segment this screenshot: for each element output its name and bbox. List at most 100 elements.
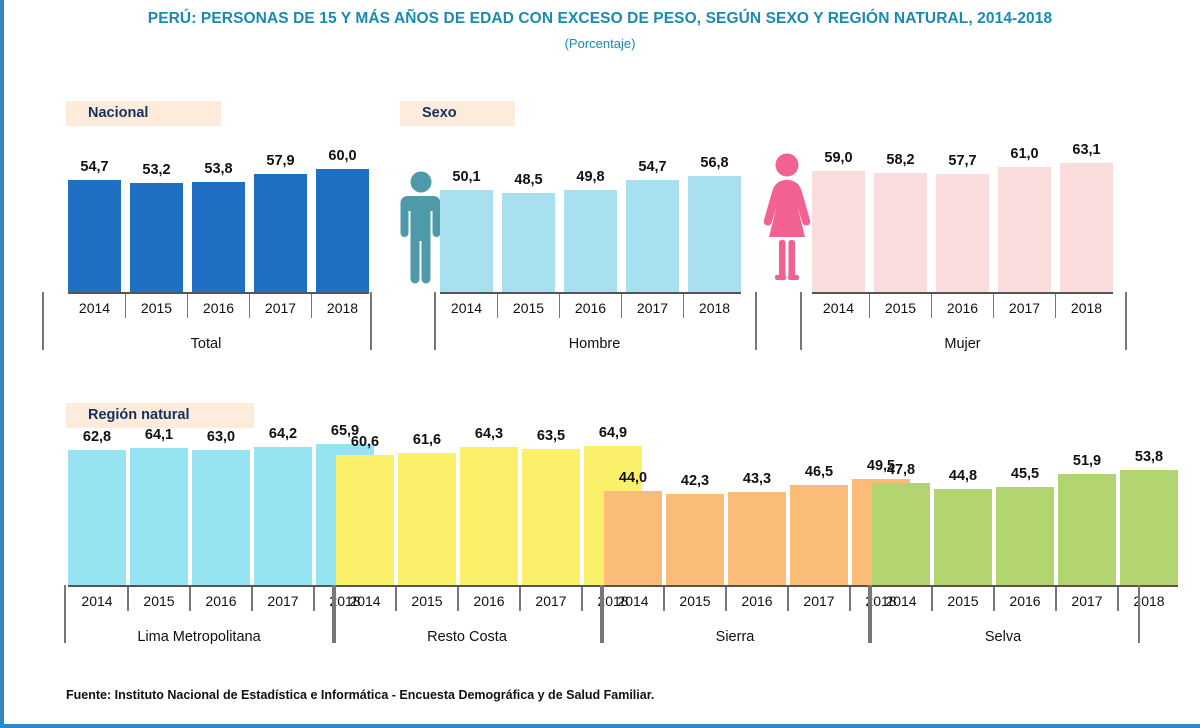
bar	[130, 183, 183, 292]
axis-tick	[992, 294, 995, 318]
male-figure-icon	[398, 170, 444, 293]
group-label: Sierra	[715, 629, 755, 645]
bar	[254, 174, 307, 292]
axis-year-label: 2018	[326, 300, 359, 316]
axis-year-label: 2016	[202, 300, 235, 316]
bar	[192, 450, 250, 585]
bar-value-label: 49,8	[576, 169, 605, 185]
bar-value-label: 43,3	[742, 471, 772, 487]
bar	[666, 494, 724, 585]
group-label: Hombre	[568, 336, 621, 352]
axis-tick	[186, 294, 189, 318]
axis-tick	[189, 587, 191, 611]
source-note: Fuente: Instituto Nacional de Estadístic…	[66, 688, 655, 702]
bar-value-label: 57,9	[266, 153, 295, 169]
axis-year-label: 2015	[679, 593, 711, 609]
bar-value-label: 53,8	[1134, 449, 1164, 465]
axis-year-label: 2017	[1008, 300, 1041, 316]
bar	[336, 455, 394, 585]
axis-tick	[251, 587, 253, 611]
group-label: Selva	[984, 629, 1022, 645]
bar	[998, 167, 1051, 292]
axis-tick	[1054, 294, 1057, 318]
group-label: Mujer	[944, 336, 981, 352]
bar	[934, 489, 992, 585]
group-separator	[755, 292, 757, 350]
axis-tick	[868, 294, 871, 318]
bar-value-label: 60,6	[350, 434, 380, 450]
axis-tick	[682, 294, 685, 318]
axis-tick	[1055, 587, 1057, 611]
group-separator	[42, 292, 44, 350]
axis-year-label: 2018	[698, 300, 731, 316]
bar	[502, 193, 555, 292]
bar	[874, 173, 927, 292]
axis-tick	[993, 587, 995, 611]
bar-value-label: 46,5	[804, 464, 834, 480]
axis-line	[812, 292, 1113, 294]
axis-tick	[849, 587, 851, 611]
axis-year-label: 2017	[636, 300, 669, 316]
bar-value-label: 45,5	[1010, 466, 1040, 482]
group-separator	[332, 585, 334, 643]
axis-year-label: 2018	[597, 593, 629, 609]
axis-year-label: 2018	[1133, 593, 1165, 609]
bar-value-label: 48,5	[514, 172, 543, 188]
badge-sexo: Sexo	[400, 101, 515, 126]
chart-panel-top: 54,7 2014 53,2 2015 53,8 2016 57,9 2017 60,0 2018…	[0, 130, 1200, 370]
axis-tick	[1117, 587, 1119, 611]
axis-year-label: 2014	[349, 593, 381, 609]
bar-value-label: 61,0	[1010, 146, 1039, 162]
group-separator	[370, 292, 372, 350]
bar-value-label: 53,8	[204, 161, 233, 177]
axis-year-label: 2017	[535, 593, 567, 609]
bottom-accent-rule	[0, 724, 1200, 728]
bar	[192, 182, 245, 292]
axis-tick	[787, 587, 789, 611]
bar	[316, 169, 369, 292]
bar-value-label: 47,8	[886, 462, 916, 478]
axis-year-label: 2014	[885, 593, 917, 609]
axis-line	[604, 585, 910, 587]
bar	[1058, 474, 1116, 585]
axis-year-label: 2015	[512, 300, 545, 316]
axis-tick	[496, 294, 499, 318]
axis-line	[440, 292, 741, 294]
bar	[254, 447, 312, 585]
axis-year-label: 2017	[264, 300, 297, 316]
bar-value-label: 65,9	[330, 423, 360, 439]
axis-tick	[313, 587, 315, 611]
axis-year-label: 2017	[267, 593, 299, 609]
bar	[522, 449, 580, 585]
bar-value-label: 63,0	[206, 429, 236, 445]
axis-year-label: 2014	[450, 300, 483, 316]
axis-year-label: 2018	[865, 593, 897, 609]
bar-value-label: 59,0	[824, 150, 853, 166]
axis-year-label: 2014	[78, 300, 111, 316]
bar-value-label: 42,3	[680, 473, 710, 489]
left-accent-rule	[0, 0, 4, 728]
bar-value-label: 49,5	[866, 458, 896, 474]
axis-tick	[620, 294, 623, 318]
bar	[1060, 163, 1113, 292]
badge-nacional: Nacional	[66, 101, 221, 126]
group-separator	[870, 585, 872, 643]
bar-value-label: 57,7	[948, 153, 977, 169]
axis-year-label: 2014	[81, 593, 113, 609]
axis-year-label: 2015	[143, 593, 175, 609]
axis-tick	[395, 587, 397, 611]
bar	[604, 491, 662, 585]
bar	[872, 483, 930, 585]
group-separator	[1138, 585, 1140, 643]
axis-year-label: 2014	[617, 593, 649, 609]
axis-tick	[581, 587, 583, 611]
axis-year-label: 2016	[946, 300, 979, 316]
axis-tick	[457, 587, 459, 611]
bar	[936, 174, 989, 292]
axis-year-label: 2016	[574, 300, 607, 316]
bar-value-label: 53,2	[142, 162, 171, 178]
bar	[728, 492, 786, 585]
bar	[688, 176, 741, 292]
axis-year-label: 2016	[205, 593, 237, 609]
axis-year-label: 2018	[329, 593, 361, 609]
